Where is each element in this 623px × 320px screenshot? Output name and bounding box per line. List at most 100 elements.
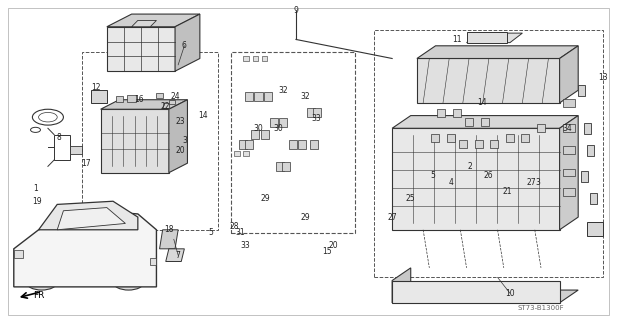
Text: 15: 15 [322,247,332,257]
FancyBboxPatch shape [481,118,489,126]
Text: 24: 24 [170,92,180,101]
FancyBboxPatch shape [447,134,455,142]
FancyBboxPatch shape [70,146,82,154]
FancyBboxPatch shape [276,162,284,171]
FancyBboxPatch shape [14,251,23,258]
Text: 11: 11 [452,35,462,44]
Text: 28: 28 [229,222,239,231]
Text: 13: 13 [598,73,608,82]
FancyBboxPatch shape [431,134,439,142]
Polygon shape [559,46,578,103]
FancyBboxPatch shape [251,131,259,140]
Text: 17: 17 [81,159,90,168]
Text: 29: 29 [260,194,270,203]
Text: 5: 5 [208,228,213,237]
FancyBboxPatch shape [252,56,258,61]
Text: 30: 30 [273,124,283,133]
FancyBboxPatch shape [587,145,594,156]
FancyBboxPatch shape [243,151,249,156]
FancyBboxPatch shape [239,140,247,149]
Text: 1: 1 [33,184,38,193]
Polygon shape [417,46,578,59]
Text: 2: 2 [467,162,472,171]
FancyBboxPatch shape [264,92,272,101]
Text: 33: 33 [240,241,250,250]
FancyBboxPatch shape [243,56,249,61]
FancyBboxPatch shape [465,118,473,126]
Text: 10: 10 [505,289,515,298]
Polygon shape [107,27,175,71]
Text: 18: 18 [164,225,174,234]
Text: 14: 14 [477,99,487,108]
FancyBboxPatch shape [254,92,262,101]
FancyBboxPatch shape [169,100,175,105]
FancyBboxPatch shape [521,134,529,142]
Text: 30: 30 [254,124,264,133]
FancyBboxPatch shape [260,131,269,140]
FancyBboxPatch shape [490,140,498,148]
Text: 4: 4 [449,178,454,187]
FancyBboxPatch shape [392,281,559,303]
Text: 27: 27 [527,178,536,187]
Text: 3: 3 [535,178,540,187]
FancyBboxPatch shape [467,32,507,43]
Polygon shape [39,201,138,230]
Text: 33: 33 [312,114,321,123]
Text: 14: 14 [198,111,208,120]
Text: 22: 22 [161,101,171,111]
FancyBboxPatch shape [298,140,306,149]
FancyBboxPatch shape [313,108,321,117]
Text: 20: 20 [175,146,185,155]
FancyBboxPatch shape [163,103,169,108]
Text: 12: 12 [92,83,101,92]
Text: 6: 6 [182,41,187,50]
FancyBboxPatch shape [584,123,591,134]
Text: 9: 9 [293,6,298,15]
Polygon shape [392,268,411,303]
Polygon shape [131,20,156,27]
Text: ST73-B1300F: ST73-B1300F [518,305,564,310]
Polygon shape [101,100,188,109]
Polygon shape [392,128,559,230]
Polygon shape [107,14,200,27]
FancyBboxPatch shape [150,258,156,265]
Polygon shape [169,100,188,173]
FancyBboxPatch shape [156,93,163,99]
FancyBboxPatch shape [459,140,467,148]
Polygon shape [166,249,184,261]
Polygon shape [175,14,200,71]
Circle shape [26,274,57,290]
Text: 23: 23 [175,117,185,126]
Polygon shape [392,290,578,303]
FancyBboxPatch shape [563,146,575,154]
FancyBboxPatch shape [536,124,545,132]
Polygon shape [14,211,156,287]
FancyBboxPatch shape [437,108,445,116]
Text: 31: 31 [235,228,245,237]
FancyBboxPatch shape [92,90,107,103]
FancyBboxPatch shape [310,140,318,149]
FancyBboxPatch shape [245,92,253,101]
Text: 5: 5 [430,172,435,180]
Text: 8: 8 [57,133,62,142]
FancyBboxPatch shape [115,96,123,102]
Text: 21: 21 [503,187,512,196]
Text: 32: 32 [278,86,288,95]
FancyBboxPatch shape [307,108,315,117]
FancyBboxPatch shape [453,108,461,116]
FancyBboxPatch shape [262,56,267,61]
Polygon shape [467,33,522,43]
Polygon shape [159,230,178,249]
Circle shape [113,274,144,290]
FancyBboxPatch shape [127,95,136,102]
Text: 26: 26 [483,172,493,180]
Text: 32: 32 [300,92,310,101]
FancyBboxPatch shape [587,222,603,236]
Polygon shape [101,109,169,173]
Text: 19: 19 [32,197,42,206]
Text: 29: 29 [300,212,310,222]
FancyBboxPatch shape [563,124,575,132]
FancyBboxPatch shape [279,118,287,127]
FancyBboxPatch shape [581,171,588,181]
Polygon shape [57,208,125,230]
